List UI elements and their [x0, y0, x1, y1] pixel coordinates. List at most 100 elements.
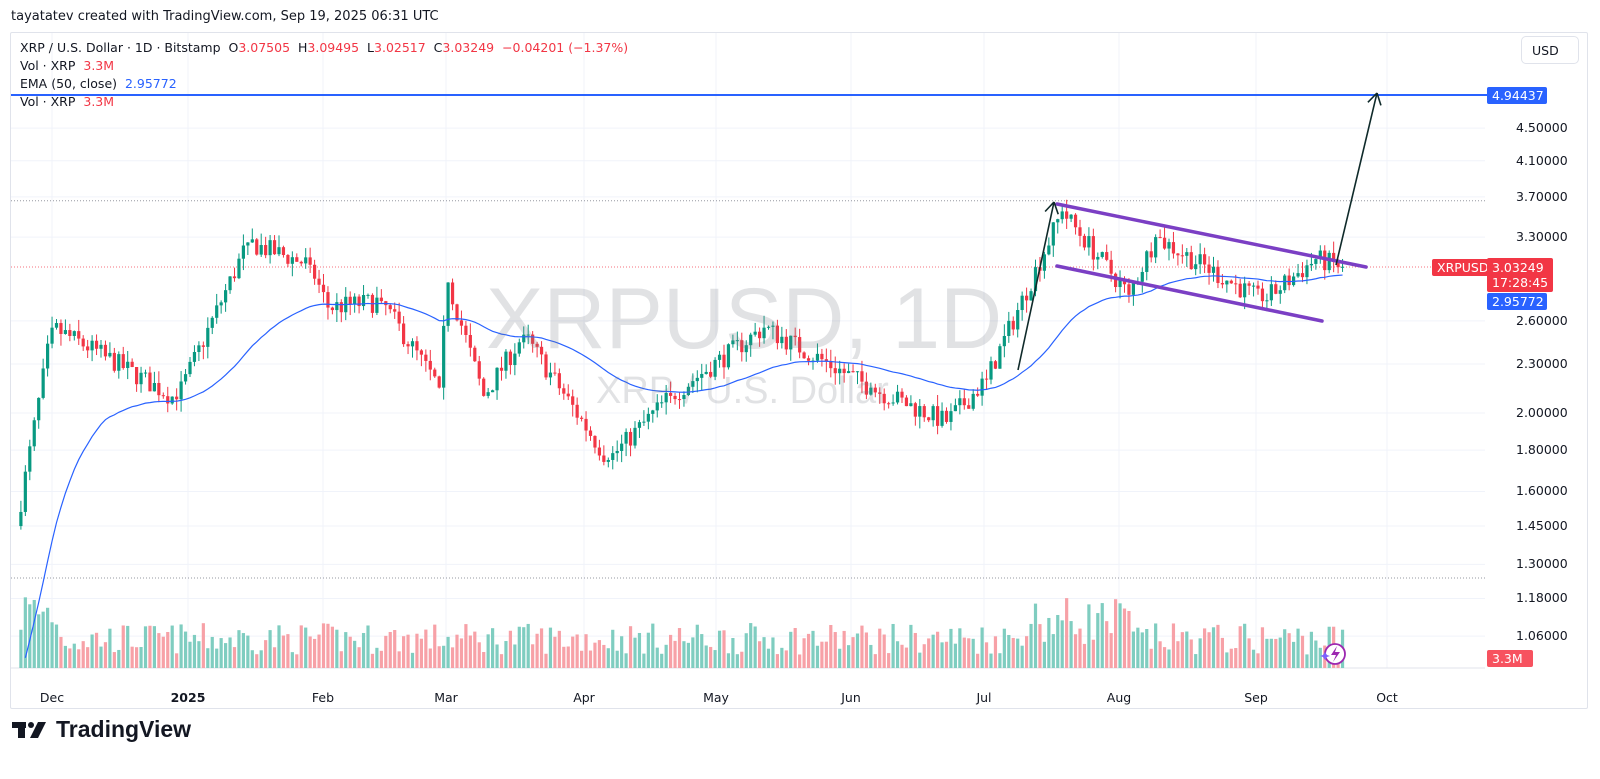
volume-bar: [593, 642, 597, 668]
price-tick-label: 3.70000: [1516, 188, 1568, 204]
candle-body: [891, 402, 895, 404]
candle-body: [170, 396, 174, 404]
volume-bar: [962, 637, 966, 668]
volume-bar: [183, 631, 188, 668]
volume-bar: [860, 625, 864, 668]
candle-body: [32, 420, 36, 447]
legend-volume-row[interactable]: Vol · XRP 3.3M: [20, 57, 628, 75]
candle-body: [762, 327, 766, 339]
candle-body: [59, 323, 63, 334]
legend-ohlc-row[interactable]: XRP / U.S. Dollar · 1D · Bitstamp O3.075…: [20, 39, 628, 57]
candle-body: [1065, 211, 1069, 219]
candle-body: [789, 335, 793, 350]
currency-button[interactable]: USD: [1521, 36, 1579, 64]
ema-50-line[interactable]: [24, 274, 1343, 658]
candle-body: [121, 354, 125, 369]
volume-bar: [232, 647, 237, 668]
ema-value: 2.95772: [124, 76, 177, 91]
volume-bar: [94, 632, 99, 668]
channel-upper-line[interactable]: [1055, 202, 1368, 269]
candle-body: [1278, 290, 1282, 294]
channel-lower-line[interactable]: [1055, 264, 1324, 323]
volume-bar: [762, 637, 766, 668]
candle-body: [940, 410, 944, 426]
price-tick-label: 3.30000: [1516, 229, 1568, 245]
volume-bar: [63, 645, 67, 668]
candle-body: [588, 430, 593, 436]
candle-body: [1073, 214, 1078, 228]
candle-body: [1162, 237, 1167, 249]
candle-body: [615, 450, 619, 454]
volume-bar: [1274, 638, 1278, 668]
volume-bar: [77, 649, 81, 668]
volume-bar: [793, 628, 797, 668]
volume-bar: [700, 634, 704, 668]
candle-body: [459, 320, 464, 326]
candle-body: [1047, 245, 1051, 255]
candle-body: [522, 334, 526, 343]
time-tick-label: May: [703, 690, 729, 705]
volume-bar: [580, 650, 584, 668]
volume-bar: [348, 636, 352, 668]
candle-body: [993, 361, 998, 369]
volume-bar: [1238, 626, 1242, 668]
candle-body: [909, 403, 913, 407]
volume-bar: [1189, 639, 1193, 668]
volume-bar: [228, 637, 232, 668]
volume-bar: [308, 636, 312, 668]
candle-body: [99, 344, 103, 349]
volume-bar: [1194, 654, 1198, 668]
volume-bar: [384, 635, 388, 668]
target-arrow[interactable]: [1335, 92, 1378, 266]
candle-body: [499, 367, 504, 371]
candle-body: [19, 511, 23, 527]
lightning-bolt-icon: [1331, 646, 1340, 662]
candle-body: [1020, 295, 1024, 311]
candle-body: [766, 326, 771, 328]
candle-body: [927, 417, 931, 421]
volume-bar: [1069, 621, 1073, 668]
candle-body: [637, 422, 642, 428]
candle-body: [1211, 266, 1216, 273]
volume-bar: [428, 648, 432, 668]
candle-body: [771, 325, 775, 327]
volume-bar: [1065, 598, 1069, 668]
volume-bar: [1007, 634, 1011, 668]
price-tick-label: 1.80000: [1516, 442, 1568, 458]
candle-body: [1060, 211, 1064, 220]
candle-body: [46, 343, 50, 369]
volume-bar: [824, 641, 828, 668]
volume-bar: [544, 653, 548, 668]
candle-body: [949, 411, 953, 422]
tradingview-logo[interactable]: TradingView: [12, 716, 191, 743]
volume-bar: [188, 641, 192, 668]
volume-bar: [1127, 610, 1131, 668]
candle-body: [882, 393, 886, 404]
volume-label: Vol · XRP: [20, 58, 76, 73]
candle-body: [1251, 285, 1256, 287]
volume-bar: [895, 641, 900, 668]
candle-body: [108, 352, 112, 357]
volume-bar: [152, 626, 156, 668]
volume-bar: [1314, 640, 1318, 668]
candle-body: [477, 361, 481, 379]
candle-body: [664, 392, 668, 403]
candle-body: [1078, 227, 1082, 236]
candle-body: [695, 377, 699, 382]
candle-body: [633, 427, 637, 446]
candle-body: [402, 323, 406, 345]
flagpole-arrow[interactable]: [1017, 201, 1055, 371]
candle-body: [473, 347, 477, 362]
volume-bar: [1260, 627, 1265, 668]
legend-volume-pane-row[interactable]: Vol · XRP 3.3M: [20, 93, 628, 111]
candle-body: [379, 297, 383, 302]
candle-body: [895, 391, 900, 403]
volume-bar: [433, 624, 437, 668]
legend-ema-row[interactable]: EMA (50, close) 2.95772: [20, 75, 628, 93]
volume-bar: [1051, 634, 1055, 668]
candle-body: [815, 353, 820, 361]
volume-bar: [722, 630, 726, 668]
volume-bar: [370, 653, 375, 668]
flagpole-arrow-head: [1053, 201, 1059, 215]
